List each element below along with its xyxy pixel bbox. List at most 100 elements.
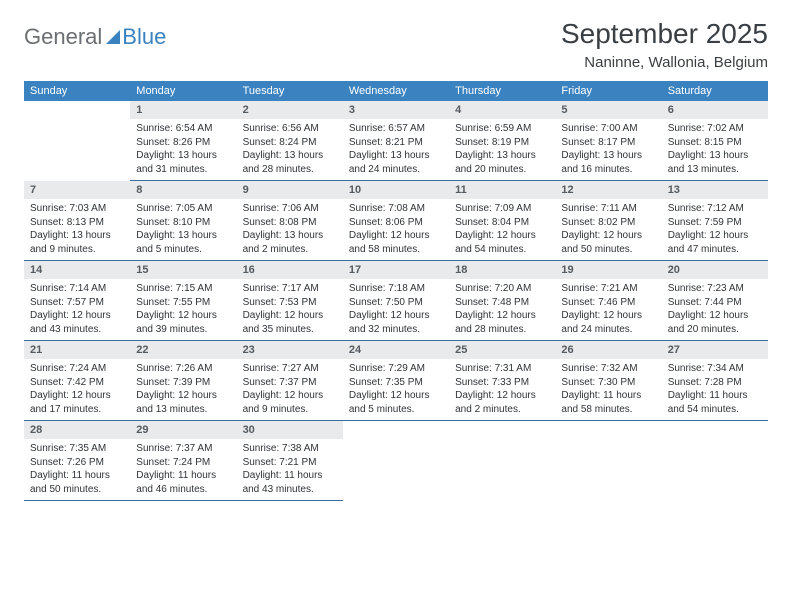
location: Naninne, Wallonia, Belgium	[561, 54, 768, 71]
day-body: Sunrise: 7:03 AMSunset: 8:13 PMDaylight:…	[24, 199, 130, 256]
day-number: 19	[555, 261, 661, 279]
day-body: Sunrise: 6:59 AMSunset: 8:19 PMDaylight:…	[449, 119, 555, 176]
sunrise-text: Sunrise: 7:38 AM	[243, 442, 337, 456]
day-cell	[555, 421, 661, 501]
week-row: 1Sunrise: 6:54 AMSunset: 8:26 PMDaylight…	[24, 101, 768, 181]
day-number	[555, 421, 661, 439]
day-body: Sunrise: 7:32 AMSunset: 7:30 PMDaylight:…	[555, 359, 661, 416]
day-body: Sunrise: 7:17 AMSunset: 7:53 PMDaylight:…	[237, 279, 343, 336]
day-cell: 11Sunrise: 7:09 AMSunset: 8:04 PMDayligh…	[449, 181, 555, 261]
day-number: 26	[555, 341, 661, 359]
daylight-text: Daylight: 13 hours and 24 minutes.	[349, 149, 443, 176]
day-body: Sunrise: 7:21 AMSunset: 7:46 PMDaylight:…	[555, 279, 661, 336]
week-row: 21Sunrise: 7:24 AMSunset: 7:42 PMDayligh…	[24, 341, 768, 421]
day-cell: 21Sunrise: 7:24 AMSunset: 7:42 PMDayligh…	[24, 341, 130, 421]
sunrise-text: Sunrise: 7:12 AM	[668, 202, 762, 216]
header: General Blue September 2025 Naninne, Wal…	[24, 18, 768, 71]
day-cell: 1Sunrise: 6:54 AMSunset: 8:26 PMDaylight…	[130, 101, 236, 181]
day-number	[343, 421, 449, 439]
day-cell	[449, 421, 555, 501]
daylight-text: Daylight: 12 hours and 54 minutes.	[455, 229, 549, 256]
daylight-text: Daylight: 12 hours and 17 minutes.	[30, 389, 124, 416]
sunset-text: Sunset: 8:06 PM	[349, 216, 443, 230]
day-cell: 10Sunrise: 7:08 AMSunset: 8:06 PMDayligh…	[343, 181, 449, 261]
dow-wednesday: Wednesday	[343, 81, 449, 101]
sunrise-text: Sunrise: 7:06 AM	[243, 202, 337, 216]
sunrise-text: Sunrise: 7:17 AM	[243, 282, 337, 296]
day-body: Sunrise: 7:14 AMSunset: 7:57 PMDaylight:…	[24, 279, 130, 336]
day-body: Sunrise: 7:27 AMSunset: 7:37 PMDaylight:…	[237, 359, 343, 416]
sunset-text: Sunset: 8:19 PM	[455, 136, 549, 150]
day-number: 15	[130, 261, 236, 279]
daylight-text: Daylight: 12 hours and 32 minutes.	[349, 309, 443, 336]
day-cell: 8Sunrise: 7:05 AMSunset: 8:10 PMDaylight…	[130, 181, 236, 261]
day-number: 13	[662, 181, 768, 199]
daylight-text: Daylight: 13 hours and 5 minutes.	[136, 229, 230, 256]
day-number: 1	[130, 101, 236, 119]
day-cell: 23Sunrise: 7:27 AMSunset: 7:37 PMDayligh…	[237, 341, 343, 421]
logo-text-general: General	[24, 24, 102, 50]
day-number: 9	[237, 181, 343, 199]
day-body: Sunrise: 6:54 AMSunset: 8:26 PMDaylight:…	[130, 119, 236, 176]
sunrise-text: Sunrise: 7:20 AM	[455, 282, 549, 296]
day-body: Sunrise: 7:05 AMSunset: 8:10 PMDaylight:…	[130, 199, 236, 256]
dow-monday: Monday	[130, 81, 236, 101]
sunset-text: Sunset: 8:24 PM	[243, 136, 337, 150]
day-body: Sunrise: 7:35 AMSunset: 7:26 PMDaylight:…	[24, 439, 130, 496]
sunrise-text: Sunrise: 7:35 AM	[30, 442, 124, 456]
day-cell: 16Sunrise: 7:17 AMSunset: 7:53 PMDayligh…	[237, 261, 343, 341]
day-number: 23	[237, 341, 343, 359]
sunset-text: Sunset: 7:26 PM	[30, 456, 124, 470]
daylight-text: Daylight: 11 hours and 43 minutes.	[243, 469, 337, 496]
day-cell: 14Sunrise: 7:14 AMSunset: 7:57 PMDayligh…	[24, 261, 130, 341]
day-cell: 9Sunrise: 7:06 AMSunset: 8:08 PMDaylight…	[237, 181, 343, 261]
day-cell	[343, 421, 449, 501]
daylight-text: Daylight: 12 hours and 39 minutes.	[136, 309, 230, 336]
daylight-text: Daylight: 12 hours and 20 minutes.	[668, 309, 762, 336]
daylight-text: Daylight: 12 hours and 9 minutes.	[243, 389, 337, 416]
sunrise-text: Sunrise: 7:27 AM	[243, 362, 337, 376]
sunrise-text: Sunrise: 6:59 AM	[455, 122, 549, 136]
logo: General Blue	[24, 18, 166, 50]
daylight-text: Daylight: 13 hours and 13 minutes.	[668, 149, 762, 176]
day-cell: 12Sunrise: 7:11 AMSunset: 8:02 PMDayligh…	[555, 181, 661, 261]
day-body: Sunrise: 7:18 AMSunset: 7:50 PMDaylight:…	[343, 279, 449, 336]
day-number: 18	[449, 261, 555, 279]
day-number: 27	[662, 341, 768, 359]
sunrise-text: Sunrise: 7:34 AM	[668, 362, 762, 376]
day-body: Sunrise: 7:23 AMSunset: 7:44 PMDaylight:…	[662, 279, 768, 336]
day-cell: 17Sunrise: 7:18 AMSunset: 7:50 PMDayligh…	[343, 261, 449, 341]
day-number: 17	[343, 261, 449, 279]
daylight-text: Daylight: 12 hours and 28 minutes.	[455, 309, 549, 336]
daylight-text: Daylight: 13 hours and 16 minutes.	[561, 149, 655, 176]
sunset-text: Sunset: 8:04 PM	[455, 216, 549, 230]
sunset-text: Sunset: 8:08 PM	[243, 216, 337, 230]
day-body: Sunrise: 7:15 AMSunset: 7:55 PMDaylight:…	[130, 279, 236, 336]
day-cell: 13Sunrise: 7:12 AMSunset: 7:59 PMDayligh…	[662, 181, 768, 261]
day-cell: 4Sunrise: 6:59 AMSunset: 8:19 PMDaylight…	[449, 101, 555, 181]
day-cell: 28Sunrise: 7:35 AMSunset: 7:26 PMDayligh…	[24, 421, 130, 501]
sunrise-text: Sunrise: 7:05 AM	[136, 202, 230, 216]
daylight-text: Daylight: 12 hours and 58 minutes.	[349, 229, 443, 256]
day-body: Sunrise: 7:37 AMSunset: 7:24 PMDaylight:…	[130, 439, 236, 496]
sunset-text: Sunset: 7:48 PM	[455, 296, 549, 310]
day-number	[24, 101, 130, 119]
sunset-text: Sunset: 7:42 PM	[30, 376, 124, 390]
day-cell: 20Sunrise: 7:23 AMSunset: 7:44 PMDayligh…	[662, 261, 768, 341]
sunrise-text: Sunrise: 7:11 AM	[561, 202, 655, 216]
day-cell: 15Sunrise: 7:15 AMSunset: 7:55 PMDayligh…	[130, 261, 236, 341]
daylight-text: Daylight: 11 hours and 46 minutes.	[136, 469, 230, 496]
logo-text-blue: Blue	[122, 24, 166, 50]
sunrise-text: Sunrise: 7:15 AM	[136, 282, 230, 296]
day-number: 20	[662, 261, 768, 279]
daylight-text: Daylight: 11 hours and 54 minutes.	[668, 389, 762, 416]
sunset-text: Sunset: 7:33 PM	[455, 376, 549, 390]
day-number: 6	[662, 101, 768, 119]
daylight-text: Daylight: 12 hours and 2 minutes.	[455, 389, 549, 416]
sunrise-text: Sunrise: 7:37 AM	[136, 442, 230, 456]
day-cell: 5Sunrise: 7:00 AMSunset: 8:17 PMDaylight…	[555, 101, 661, 181]
day-number: 2	[237, 101, 343, 119]
day-cell: 3Sunrise: 6:57 AMSunset: 8:21 PMDaylight…	[343, 101, 449, 181]
day-number: 8	[130, 181, 236, 199]
day-cell: 2Sunrise: 6:56 AMSunset: 8:24 PMDaylight…	[237, 101, 343, 181]
